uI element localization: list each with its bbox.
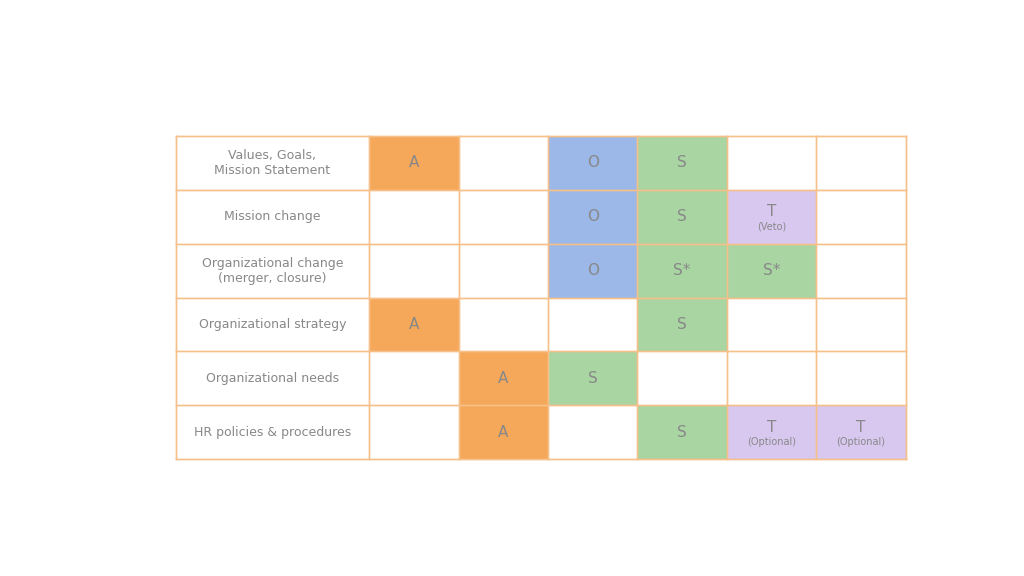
Text: O: O [587,263,599,278]
Text: S: S [588,371,598,386]
Text: T: T [856,419,865,434]
Bar [637,135,727,190]
Text: S: S [677,155,687,170]
Bar [637,298,727,351]
Text: S*: S* [763,263,780,278]
Text: A: A [409,155,419,170]
Text: A: A [409,317,419,332]
Text: Organizational change
(merger, closure): Organizational change (merger, closure) [202,256,343,285]
Text: S: S [677,425,687,440]
Text: A: A [498,425,509,440]
Text: Organizational strategy: Organizational strategy [199,318,346,331]
Text: Values, Goals,
Mission Statement: Values, Goals, Mission Statement [214,149,331,177]
Bar [637,190,727,244]
Bar [727,244,816,298]
Text: (Optional): (Optional) [837,437,886,447]
Text: T: T [767,419,776,434]
Bar [548,351,637,406]
Bar [459,351,548,406]
Text: O: O [587,209,599,224]
Bar [548,135,637,190]
Text: O: O [587,155,599,170]
Text: A: A [498,371,509,386]
Bar [727,406,816,460]
Bar [369,135,459,190]
Text: (Veto): (Veto) [757,221,786,232]
Bar [637,244,727,298]
Bar [816,406,905,460]
Text: S: S [677,209,687,224]
Bar [548,190,637,244]
Text: HR policies & procedures: HR policies & procedures [194,426,351,439]
Bar [548,244,637,298]
Text: S: S [677,317,687,332]
Bar [727,190,816,244]
Text: (Optional): (Optional) [748,437,796,447]
Text: Organizational needs: Organizational needs [206,372,339,385]
Bar [459,406,548,460]
Bar [369,298,459,351]
Text: T: T [767,204,776,219]
Bar [637,406,727,460]
Text: Mission change: Mission change [224,210,321,223]
Text: S*: S* [674,263,691,278]
